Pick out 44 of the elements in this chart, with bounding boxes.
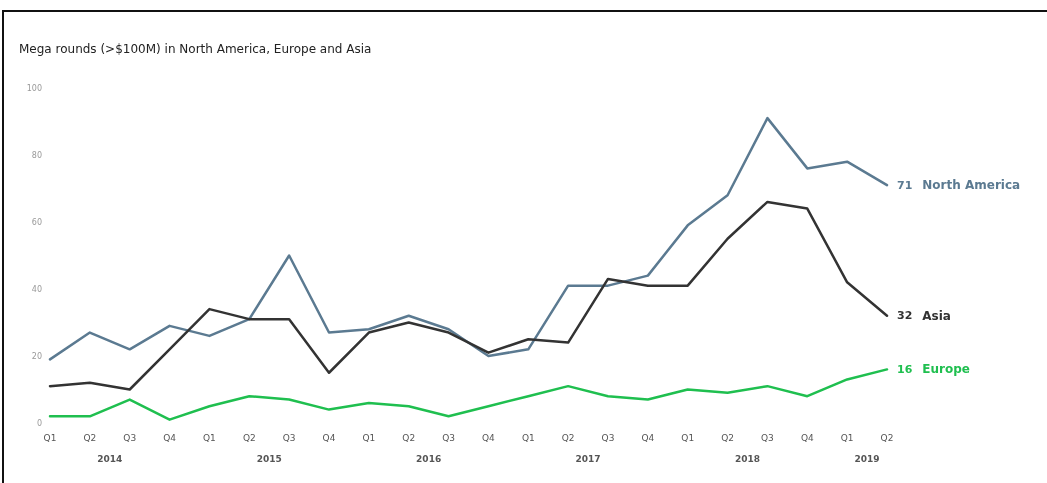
x-tick-label: Q4	[322, 432, 336, 443]
x-tick-label: Q2	[880, 432, 894, 443]
x-tick-label: Q2	[83, 432, 97, 443]
x-tick-label: Q4	[482, 432, 496, 443]
text: 2019	[854, 454, 880, 464]
chart-title: Mega rounds (>$100M) in North America, Europe and Asia	[19, 42, 372, 56]
line-series	[48, 368, 889, 421]
x-tick-label: Q4	[641, 432, 655, 443]
x-tick-label: Q3	[601, 432, 615, 443]
text: Europe	[922, 362, 970, 377]
x-tick-label: Q3	[282, 432, 296, 443]
line-series	[48, 200, 889, 391]
x-tick-label: Q1	[521, 432, 535, 443]
text: 2016	[416, 454, 442, 464]
x-tick-label: Q3	[442, 432, 455, 443]
x-tick-label: Q1	[43, 432, 57, 443]
x-tick-label: Q2	[242, 432, 256, 443]
text: Asia	[922, 308, 951, 323]
data-label: 16	[897, 362, 913, 376]
x-tick-label: Q1	[203, 432, 216, 443]
text: 2015	[256, 454, 282, 464]
y-tick-label: 40	[31, 284, 42, 294]
x-tick-label: Q3	[761, 432, 774, 443]
x-tick-label: Q4	[163, 432, 177, 443]
text: North America	[922, 178, 1021, 193]
y-tick-label: 80	[31, 150, 42, 160]
y-tick-label: 100	[26, 83, 42, 93]
text: 2014	[97, 454, 123, 464]
line-series	[48, 116, 889, 361]
data-label: 32	[897, 309, 913, 323]
x-tick-label: Q3	[123, 432, 137, 443]
x-tick-label: Q1	[362, 432, 376, 443]
x-tick-label: Q1	[840, 432, 854, 443]
y-tick-label: 20	[31, 351, 42, 361]
y-tick-label: 0	[36, 418, 42, 428]
x-tick-label: Q4	[800, 432, 814, 443]
data-label: 71	[897, 178, 913, 192]
x-tick-label: Q1	[681, 432, 695, 443]
text: 2018	[734, 454, 761, 464]
x-tick-label: Q2	[721, 432, 734, 443]
x-tick-label: Q2	[402, 432, 416, 443]
x-tick-label: Q2	[561, 432, 575, 443]
y-tick-label: 60	[31, 217, 42, 227]
text: 2017	[575, 454, 601, 464]
